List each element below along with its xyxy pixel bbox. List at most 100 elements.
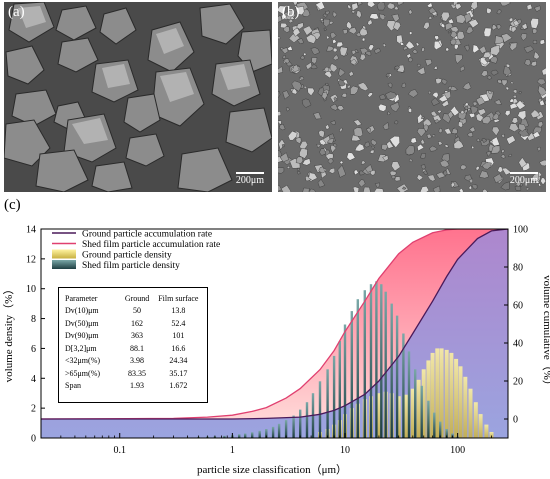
sem-particle bbox=[468, 178, 473, 184]
table-cell: 13.8 bbox=[171, 306, 186, 316]
sem-particle bbox=[332, 39, 337, 45]
sem-particle bbox=[362, 25, 367, 30]
shed-density-bar bbox=[343, 324, 347, 438]
sem-particle bbox=[471, 183, 478, 190]
y-tick-label: 12 bbox=[26, 254, 36, 265]
shed-density-bar bbox=[439, 421, 442, 438]
sem-particle bbox=[382, 43, 387, 48]
sem-particle bbox=[487, 90, 492, 95]
sem-particle bbox=[518, 91, 522, 95]
sem-particle bbox=[500, 154, 506, 159]
sem-particle bbox=[465, 26, 474, 34]
sem-particle bbox=[386, 140, 394, 149]
table-cell: <32μm(%) bbox=[65, 356, 101, 366]
table-cell: Dv(90)μm bbox=[65, 331, 99, 341]
x-tick-label: 100 bbox=[450, 445, 465, 456]
sem-particle bbox=[278, 184, 282, 192]
sem-particle bbox=[355, 31, 362, 38]
sem-particle bbox=[476, 138, 480, 143]
sem-particle bbox=[494, 99, 502, 105]
sem-particle bbox=[496, 24, 502, 30]
sem-particle bbox=[521, 22, 528, 30]
table-cell: 88.1 bbox=[130, 343, 145, 353]
sem-particle bbox=[278, 5, 286, 15]
shed-density-bar bbox=[318, 381, 322, 438]
sem-particle bbox=[382, 121, 390, 130]
sem-particle bbox=[401, 186, 407, 190]
sem-particle bbox=[537, 85, 546, 96]
sem-particle bbox=[354, 48, 359, 53]
sem-particle bbox=[539, 159, 546, 167]
sem-particle bbox=[385, 72, 390, 78]
sem-particle bbox=[374, 182, 381, 189]
sem-particle bbox=[296, 22, 304, 30]
sem-particle bbox=[347, 84, 351, 89]
sem-particle bbox=[492, 112, 500, 121]
sem-particle bbox=[389, 135, 400, 148]
y-tick-label: 14 bbox=[26, 225, 36, 236]
sem-particle bbox=[520, 33, 528, 41]
sem-particle bbox=[510, 81, 514, 85]
sem-particle bbox=[456, 30, 465, 40]
sem-particle bbox=[514, 185, 522, 191]
sem-particle bbox=[319, 139, 327, 146]
sem-particle bbox=[431, 97, 441, 107]
sem-particle bbox=[394, 5, 399, 11]
sem-particle bbox=[525, 187, 530, 191]
sem-particle bbox=[352, 186, 360, 192]
sem-particle bbox=[416, 66, 426, 75]
sem-particle bbox=[468, 185, 473, 190]
sem-particle bbox=[378, 13, 386, 21]
sem-particle bbox=[359, 53, 366, 61]
sem-particle bbox=[434, 35, 440, 41]
sem-particle bbox=[470, 105, 479, 115]
sem-particle bbox=[333, 96, 338, 102]
sem-particle bbox=[278, 66, 283, 74]
sem-particle bbox=[330, 103, 338, 111]
sem-particle bbox=[368, 44, 375, 52]
sem-particle bbox=[464, 102, 469, 107]
table-header-cell: Parameter bbox=[65, 293, 98, 303]
sem-particle bbox=[450, 38, 457, 46]
shed-density-bar bbox=[258, 430, 261, 438]
sem-particle bbox=[387, 82, 393, 89]
panel-a-label: (a) bbox=[8, 4, 25, 20]
sem-particle bbox=[329, 63, 338, 73]
sem-particle bbox=[409, 31, 413, 35]
ground-density-bar bbox=[444, 349, 449, 438]
sem-particle bbox=[431, 134, 436, 138]
sem-particle bbox=[482, 51, 492, 59]
legend-label: Shed film particle accumulation rate bbox=[82, 239, 220, 250]
sem-particle bbox=[501, 133, 505, 139]
sem-particle bbox=[460, 164, 467, 171]
sem-particle bbox=[378, 103, 387, 112]
shed-density-bar bbox=[305, 402, 309, 438]
ground-density-bar bbox=[410, 388, 415, 438]
sem-particle bbox=[368, 13, 380, 20]
sem-particle bbox=[444, 144, 449, 148]
sem-particle bbox=[339, 127, 343, 133]
sem-particle bbox=[510, 26, 517, 34]
sem-particle bbox=[483, 27, 492, 37]
table-header-cell: Ground bbox=[124, 293, 150, 303]
sem-particle bbox=[429, 145, 438, 152]
sem-particle bbox=[435, 171, 446, 179]
sem-particle bbox=[327, 138, 334, 144]
sem-particle bbox=[497, 79, 503, 84]
table-row: <32μm(%) 3.98 24.34 bbox=[63, 355, 203, 368]
sem-particle bbox=[302, 187, 310, 192]
table-cell: Dv(50)μm bbox=[65, 318, 99, 328]
shed-density-bar bbox=[363, 290, 366, 438]
sem-particle bbox=[458, 121, 463, 128]
sem-particle bbox=[325, 123, 330, 130]
table-cell: 1.672 bbox=[169, 381, 188, 391]
sem-particle bbox=[501, 33, 513, 43]
ground-density-bar bbox=[463, 376, 468, 438]
scale-bar-label-a: 200μm bbox=[235, 175, 264, 186]
sem-particle bbox=[537, 121, 544, 128]
ground-cumulative-line bbox=[41, 229, 508, 420]
sem-particle bbox=[508, 153, 513, 157]
sem-particle bbox=[323, 27, 327, 32]
sem-particle bbox=[437, 109, 442, 114]
sem-particle bbox=[423, 124, 429, 132]
